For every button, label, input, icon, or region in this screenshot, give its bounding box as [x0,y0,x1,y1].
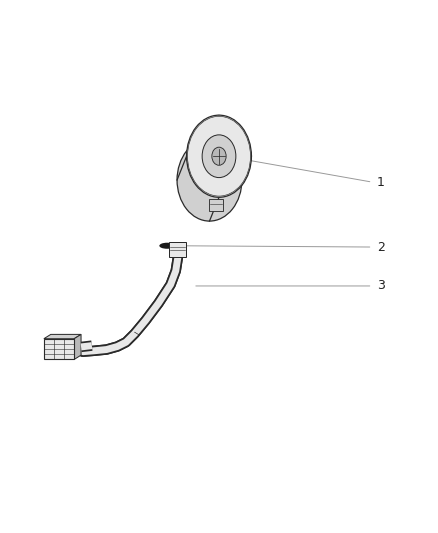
FancyBboxPatch shape [209,199,223,211]
Ellipse shape [177,139,242,221]
Ellipse shape [202,135,236,177]
Text: 1: 1 [377,176,385,189]
Text: 2: 2 [377,240,385,254]
Ellipse shape [159,243,175,249]
Polygon shape [74,334,81,359]
FancyBboxPatch shape [170,242,186,256]
Bar [44,338,74,359]
Text: 3: 3 [377,279,385,293]
Ellipse shape [187,115,251,197]
Polygon shape [44,334,81,338]
Ellipse shape [212,147,226,165]
